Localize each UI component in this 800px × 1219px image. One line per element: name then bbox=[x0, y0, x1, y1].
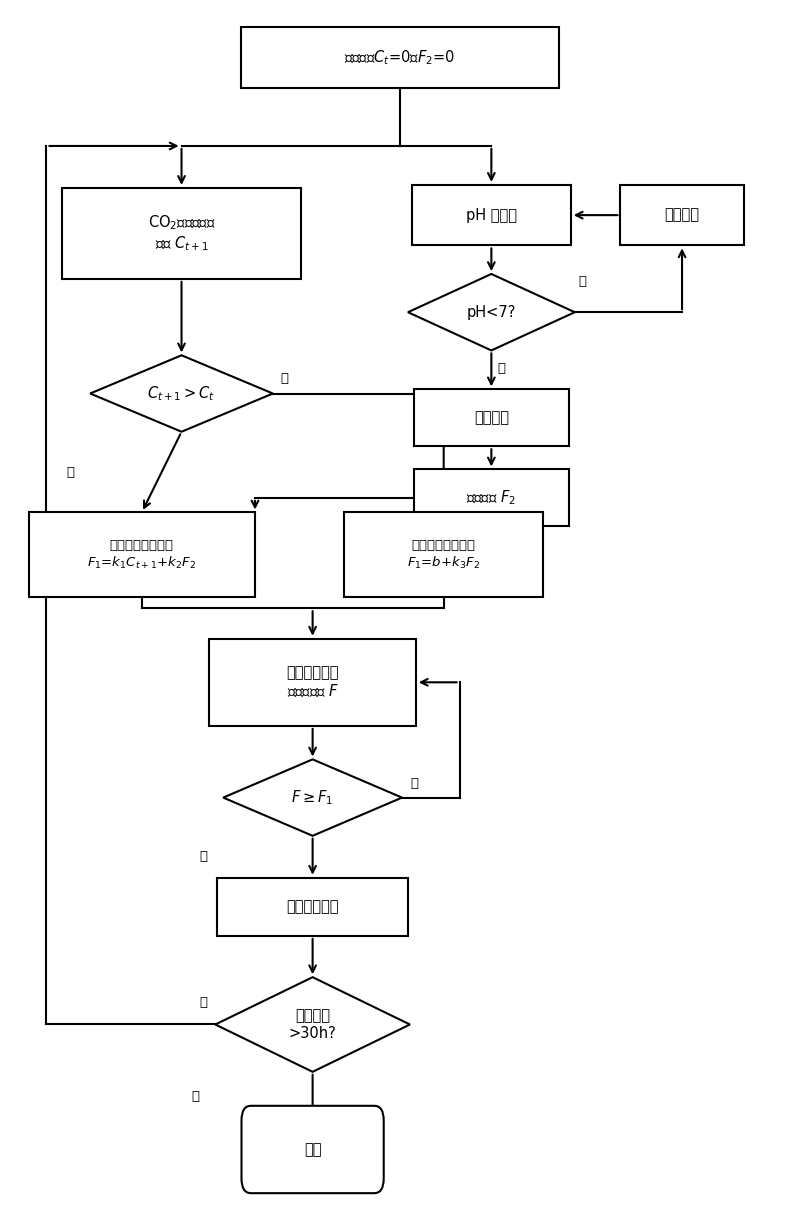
FancyBboxPatch shape bbox=[242, 1106, 384, 1193]
Text: 否: 否 bbox=[199, 996, 207, 1009]
FancyBboxPatch shape bbox=[621, 185, 743, 245]
Polygon shape bbox=[223, 759, 402, 836]
Text: pH 値检测: pH 値检测 bbox=[466, 207, 517, 223]
FancyBboxPatch shape bbox=[412, 185, 571, 245]
FancyBboxPatch shape bbox=[210, 639, 416, 727]
FancyBboxPatch shape bbox=[414, 469, 569, 527]
Text: 否: 否 bbox=[281, 373, 289, 385]
Polygon shape bbox=[408, 274, 574, 350]
FancyBboxPatch shape bbox=[344, 512, 543, 597]
Text: 是: 是 bbox=[578, 275, 586, 289]
Text: 发酵时间
>30h?: 发酵时间 >30h? bbox=[289, 1008, 337, 1041]
Text: 计算硹量 $F_2$: 计算硹量 $F_2$ bbox=[466, 489, 516, 507]
Text: 开始底物流加
计算流加量 $F$: 开始底物流加 计算流加量 $F$ bbox=[286, 666, 339, 700]
Text: 是: 是 bbox=[191, 1090, 199, 1103]
Polygon shape bbox=[90, 355, 273, 432]
Text: $F$$\geq$$F_1$: $F$$\geq$$F_1$ bbox=[291, 789, 334, 807]
Text: pH<7?: pH<7? bbox=[466, 305, 516, 319]
Text: 计算流加甘油量：
$F_1$=$k_1$$C_{t+1}$+$k_2$$F_2$: 计算流加甘油量： $F_1$=$k_1$$C_{t+1}$+$k_2$$F_2$ bbox=[87, 539, 196, 570]
FancyBboxPatch shape bbox=[414, 389, 569, 446]
Polygon shape bbox=[215, 978, 410, 1072]
Text: 初始化：$C_t$=0；$F_2$=0: 初始化：$C_t$=0；$F_2$=0 bbox=[345, 48, 455, 67]
Text: $C_{t+1}$$>$$C_t$: $C_{t+1}$$>$$C_t$ bbox=[147, 384, 216, 402]
Text: 否: 否 bbox=[498, 362, 506, 375]
FancyBboxPatch shape bbox=[29, 512, 255, 597]
FancyBboxPatch shape bbox=[241, 27, 559, 88]
Text: 是: 是 bbox=[199, 850, 207, 863]
FancyBboxPatch shape bbox=[218, 878, 408, 936]
Text: 计算流加甘油量：
$F_1$=$b$+$k_3$$F_2$: 计算流加甘油量： $F_1$=$b$+$k_3$$F_2$ bbox=[407, 539, 480, 570]
Text: 结束: 结束 bbox=[304, 1142, 322, 1157]
Text: 是: 是 bbox=[66, 466, 74, 479]
Text: CO$_2$浓度检测，
赋値 $C_{t+1}$: CO$_2$浓度检测， 赋値 $C_{t+1}$ bbox=[148, 213, 215, 254]
Text: 开始加硹: 开始加硹 bbox=[665, 207, 699, 223]
Text: 停止底物流加: 停止底物流加 bbox=[286, 900, 339, 914]
Text: 停止加硹: 停止加硹 bbox=[474, 411, 509, 425]
Text: 否: 否 bbox=[410, 777, 418, 790]
FancyBboxPatch shape bbox=[62, 188, 301, 279]
